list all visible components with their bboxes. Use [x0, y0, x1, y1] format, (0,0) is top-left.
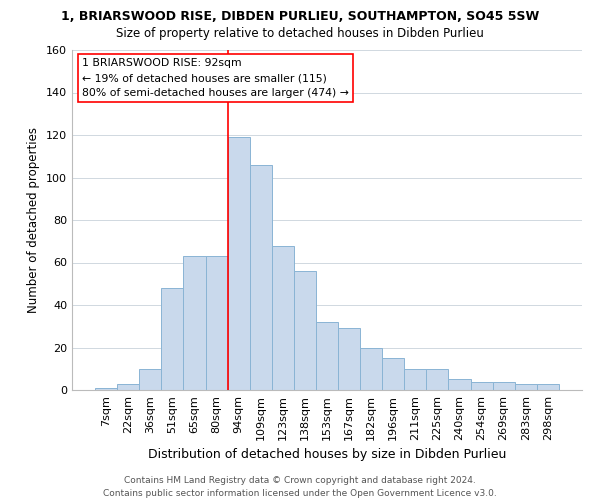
Bar: [427, 369, 448, 390]
Bar: [448, 380, 470, 390]
Bar: [206, 256, 227, 390]
Bar: [404, 369, 427, 390]
Bar: [360, 348, 382, 390]
Y-axis label: Number of detached properties: Number of detached properties: [28, 127, 40, 313]
Text: Contains HM Land Registry data © Crown copyright and database right 2024.
Contai: Contains HM Land Registry data © Crown c…: [103, 476, 497, 498]
Bar: [338, 328, 360, 390]
Bar: [250, 165, 272, 390]
Bar: [139, 369, 161, 390]
Bar: [470, 382, 493, 390]
Bar: [382, 358, 404, 390]
Bar: [493, 382, 515, 390]
Bar: [184, 256, 206, 390]
X-axis label: Distribution of detached houses by size in Dibden Purlieu: Distribution of detached houses by size …: [148, 448, 506, 462]
Bar: [294, 271, 316, 390]
Text: Size of property relative to detached houses in Dibden Purlieu: Size of property relative to detached ho…: [116, 28, 484, 40]
Bar: [515, 384, 537, 390]
Bar: [95, 388, 117, 390]
Bar: [227, 137, 250, 390]
Text: 1, BRIARSWOOD RISE, DIBDEN PURLIEU, SOUTHAMPTON, SO45 5SW: 1, BRIARSWOOD RISE, DIBDEN PURLIEU, SOUT…: [61, 10, 539, 23]
Bar: [117, 384, 139, 390]
Bar: [272, 246, 294, 390]
Text: 1 BRIARSWOOD RISE: 92sqm
← 19% of detached houses are smaller (115)
80% of semi-: 1 BRIARSWOOD RISE: 92sqm ← 19% of detach…: [82, 58, 349, 98]
Bar: [316, 322, 338, 390]
Bar: [161, 288, 184, 390]
Bar: [537, 384, 559, 390]
